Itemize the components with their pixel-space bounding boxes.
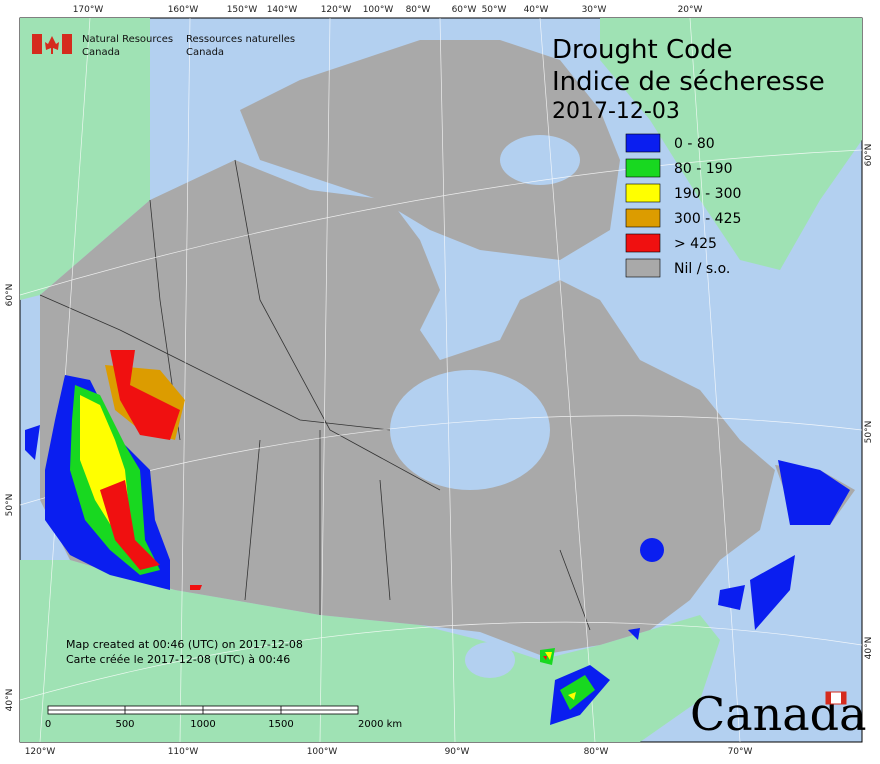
province-borders <box>39 159 591 631</box>
legend-swatch <box>625 208 661 228</box>
scale-divisions <box>48 706 358 714</box>
agency-en-1: Natural Resources <box>82 34 173 45</box>
graticule-label: 50°N <box>5 494 15 517</box>
graticule-label: 160°W <box>168 5 199 15</box>
hudson-bay <box>390 370 550 490</box>
greenland <box>600 18 862 270</box>
graticule-label: 170°W <box>73 5 104 15</box>
arctic-islands <box>240 40 620 260</box>
note-fr: Carte créée le 2017-12-08 (UTC) à 00:46 <box>66 653 290 666</box>
flag-leaf <box>45 36 59 54</box>
graticule-label: 80°W <box>406 5 431 15</box>
scale-label: 0 <box>45 719 51 730</box>
legend-swatch <box>625 233 661 253</box>
graticule-label: 40°N <box>864 637 874 660</box>
drought-patch <box>540 648 595 710</box>
flag-bar <box>32 34 42 54</box>
graticule-label: 90°W <box>445 747 470 757</box>
scale-label: 1500 <box>268 719 293 730</box>
legend-label: 80 - 190 <box>674 161 733 177</box>
graticule-label: 100°W <box>363 5 394 15</box>
graticule-label: 100°W <box>307 747 338 757</box>
graticule-label: 80°W <box>584 747 609 757</box>
legend-label: 300 - 425 <box>674 211 741 227</box>
title-en: Drought Code <box>552 35 733 65</box>
legend: 0 - 80 80 - 190 190 - 300 300 - 425 > 425 Nil… <box>625 133 741 278</box>
legend-label: 0 - 80 <box>674 136 715 152</box>
map-date: 2017-12-03 <box>552 99 680 124</box>
wordmark-flag-bar <box>826 692 831 704</box>
scale-label: 2000 km <box>358 719 402 730</box>
legend-label: 190 - 300 <box>674 186 741 202</box>
scale-labels: 0 500 1000 1500 2000 km <box>45 719 402 730</box>
legend-swatch <box>625 133 661 153</box>
graticule-label: 120°W <box>25 747 56 757</box>
graticule-label: 110°W <box>168 747 199 757</box>
legend-swatch <box>625 158 661 178</box>
graticule-label: 30°W <box>582 5 607 15</box>
graticule-label: 60°W <box>452 5 477 15</box>
graticule-label: 50°W <box>482 5 507 15</box>
graticule-label: 50°N <box>864 421 874 444</box>
graticule-label: 70°W <box>728 747 753 757</box>
channel <box>500 135 580 185</box>
great-lakes <box>465 642 515 678</box>
scale-label: 500 <box>115 719 134 730</box>
graticule-label: 120°W <box>321 5 352 15</box>
graticule-label: 40°N <box>5 689 15 712</box>
graticule-label: 60°N <box>5 284 15 307</box>
legend-swatch <box>625 258 661 278</box>
flag-bar <box>62 34 72 54</box>
note-en: Map created at 00:46 (UTC) on 2017-12-08 <box>66 638 303 651</box>
agency-fr-1: Ressources naturelles <box>186 34 295 45</box>
graticule-label: 150°W <box>227 5 258 15</box>
graticule-label: 40°W <box>524 5 549 15</box>
graticule-label: 60°N <box>864 144 874 167</box>
legend-swatch <box>625 183 661 203</box>
usa <box>20 560 720 742</box>
drought-patch <box>545 652 576 700</box>
drought-patch <box>100 350 180 570</box>
legend-label: Nil / s.o. <box>674 261 730 277</box>
legend-label: > 425 <box>674 236 717 252</box>
alaska <box>20 18 150 300</box>
wordmark-flag-bar <box>841 692 846 704</box>
agency-fr-2: Canada <box>186 47 224 58</box>
graticule-label: 20°W <box>678 5 703 15</box>
graticule-labels: 170°W 160°W 150°W 140°W 120°W 100°W 80°W 60°W 50… <box>5 5 874 757</box>
title-fr: Indice de sécheresse <box>552 67 825 97</box>
scale-label: 1000 <box>190 719 215 730</box>
agency-en-2: Canada <box>82 47 120 58</box>
graticule-label: 140°W <box>267 5 298 15</box>
